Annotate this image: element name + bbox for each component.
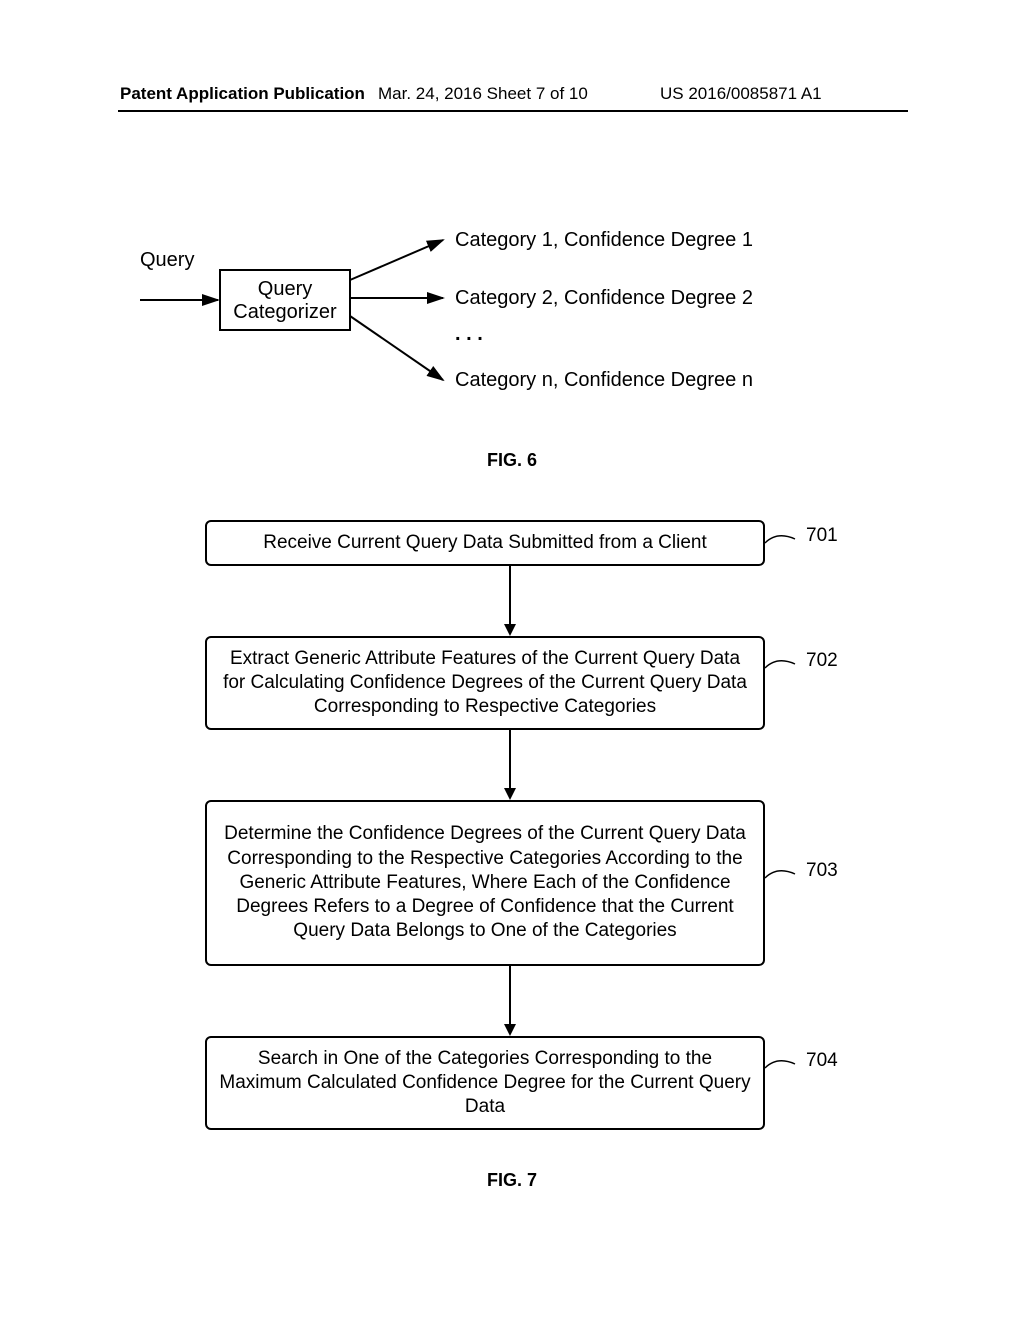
arrow-3 (500, 966, 520, 1036)
fig6-out-n: Category n, Confidence Degree n (455, 369, 753, 391)
label-702: 702 (806, 650, 838, 672)
fig6-ellipsis: . . . (455, 323, 483, 345)
fig6-box-line2: Categorizer (233, 301, 337, 323)
step-702-box: Extract Generic Attribute Features of th… (205, 636, 765, 730)
step-703-text: Determine the Confidence Degrees of the … (219, 822, 751, 944)
header-left: Patent Application Publication (120, 84, 365, 104)
fig6-out-arrow-1 (350, 240, 443, 280)
fig6-box-line1: Query (258, 278, 312, 300)
fig7-flowchart: Receive Current Query Data Submitted fro… (150, 520, 870, 1160)
leader-704 (765, 1058, 805, 1078)
fig6-query-label: Query (140, 249, 194, 271)
fig6-out-1: Category 1, Confidence Degree 1 (455, 229, 753, 251)
fig6-out-2: Category 2, Confidence Degree 2 (455, 287, 753, 309)
step-702-text: Extract Generic Attribute Features of th… (219, 647, 751, 720)
label-704: 704 (806, 1050, 838, 1072)
step-704-text: Search in One of the Categories Correspo… (219, 1047, 751, 1120)
header-rule (118, 110, 908, 112)
leader-703 (765, 868, 805, 888)
arrow-1 (500, 566, 520, 636)
step-704-box: Search in One of the Categories Correspo… (205, 1036, 765, 1130)
fig6-out-arrow-n (350, 316, 443, 380)
header-right: US 2016/0085871 A1 (660, 84, 822, 104)
label-703: 703 (806, 860, 838, 882)
fig6-diagram: Query Query Categorizer Category 1, Conf… (110, 200, 910, 440)
step-703-box: Determine the Confidence Degrees of the … (205, 800, 765, 966)
page: Patent Application Publication Mar. 24, … (0, 0, 1024, 1320)
label-701: 701 (806, 525, 838, 547)
leader-701 (765, 533, 805, 553)
leader-702 (765, 658, 805, 678)
step-701-box: Receive Current Query Data Submitted fro… (205, 520, 765, 566)
fig7-caption: FIG. 7 (0, 1170, 1024, 1191)
arrow-2 (500, 730, 520, 800)
step-701-text: Receive Current Query Data Submitted fro… (263, 531, 707, 555)
header-mid: Mar. 24, 2016 Sheet 7 of 10 (378, 84, 588, 104)
fig6-caption: FIG. 6 (0, 450, 1024, 471)
